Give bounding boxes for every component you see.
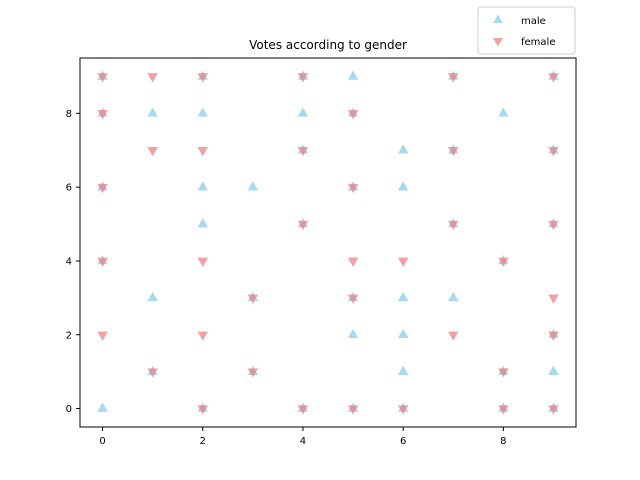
- female-point: [448, 220, 459, 231]
- female-point: [397, 257, 409, 267]
- male-point: [197, 107, 208, 117]
- y-tick-label: 4: [66, 256, 72, 267]
- male-point: [397, 181, 409, 191]
- x-tick-label: 6: [400, 436, 406, 447]
- female-point: [548, 405, 559, 415]
- female-point: [347, 405, 359, 415]
- y-tick-label: 2: [66, 330, 72, 341]
- plot-marks: [97, 70, 559, 415]
- female-point: [97, 183, 108, 194]
- female-point: [448, 331, 459, 341]
- female-point: [297, 73, 309, 83]
- female-point: [97, 110, 108, 120]
- female-point: [548, 220, 559, 231]
- female-legend-label: female: [521, 37, 555, 48]
- axis-ticks: 0 2 4 6 8 0 2 4 6 8: [66, 109, 507, 447]
- y-tick-label: 0: [66, 404, 72, 415]
- male-point: [397, 365, 409, 375]
- female-point: [297, 146, 309, 157]
- female-point: [247, 294, 259, 304]
- legend: male female: [477, 6, 576, 55]
- female-point: [97, 73, 108, 83]
- female-point: [498, 368, 509, 378]
- male-point: [347, 70, 359, 80]
- female-point: [448, 146, 459, 157]
- male-point: [548, 365, 559, 375]
- y-tick-label: 8: [66, 109, 72, 120]
- male-point: [397, 328, 409, 339]
- male-point: [197, 181, 208, 191]
- female-point: [147, 73, 158, 83]
- female-point: [197, 331, 208, 341]
- x-tick-label: 0: [99, 436, 105, 447]
- female-point: [548, 146, 559, 157]
- female-point: [548, 73, 559, 83]
- female-point: [197, 73, 208, 83]
- male-point: [397, 144, 409, 154]
- female-point: [397, 405, 409, 415]
- female-point: [197, 257, 208, 267]
- male-point: [247, 181, 259, 191]
- female-point: [297, 405, 309, 415]
- female-point: [97, 257, 108, 267]
- female-point: [347, 183, 359, 194]
- male-point: [97, 402, 108, 412]
- x-tick-label: 2: [200, 436, 206, 447]
- female-point: [498, 257, 509, 267]
- male-point: [147, 107, 158, 117]
- male-point: [448, 291, 459, 302]
- female-point: [548, 331, 559, 341]
- female-point: [197, 146, 208, 157]
- female-point: [448, 73, 459, 83]
- male-point: [397, 291, 409, 302]
- male-legend-marker: [493, 14, 503, 24]
- female-point: [297, 220, 309, 231]
- female-point: [347, 294, 359, 304]
- male-point: [498, 107, 509, 117]
- female-point: [97, 331, 108, 341]
- female-point: [548, 294, 559, 304]
- male-legend-label: male: [521, 16, 546, 27]
- legend-box: [477, 6, 576, 55]
- female-point: [347, 257, 359, 267]
- female-legend-marker: [493, 37, 503, 47]
- male-point: [147, 291, 158, 302]
- x-tick-label: 8: [500, 436, 506, 447]
- female-point: [347, 110, 359, 120]
- male-point: [197, 218, 208, 228]
- male-point: [297, 107, 309, 117]
- plot-frame: [79, 57, 577, 428]
- chart-title: Votes according to gender: [249, 38, 407, 52]
- female-point: [197, 405, 208, 415]
- female-point: [147, 368, 158, 378]
- female-point: [498, 405, 509, 415]
- female-point: [247, 368, 259, 378]
- female-point: [147, 146, 158, 157]
- y-tick-label: 6: [66, 183, 72, 194]
- x-tick-label: 4: [300, 436, 306, 447]
- male-point: [347, 328, 359, 339]
